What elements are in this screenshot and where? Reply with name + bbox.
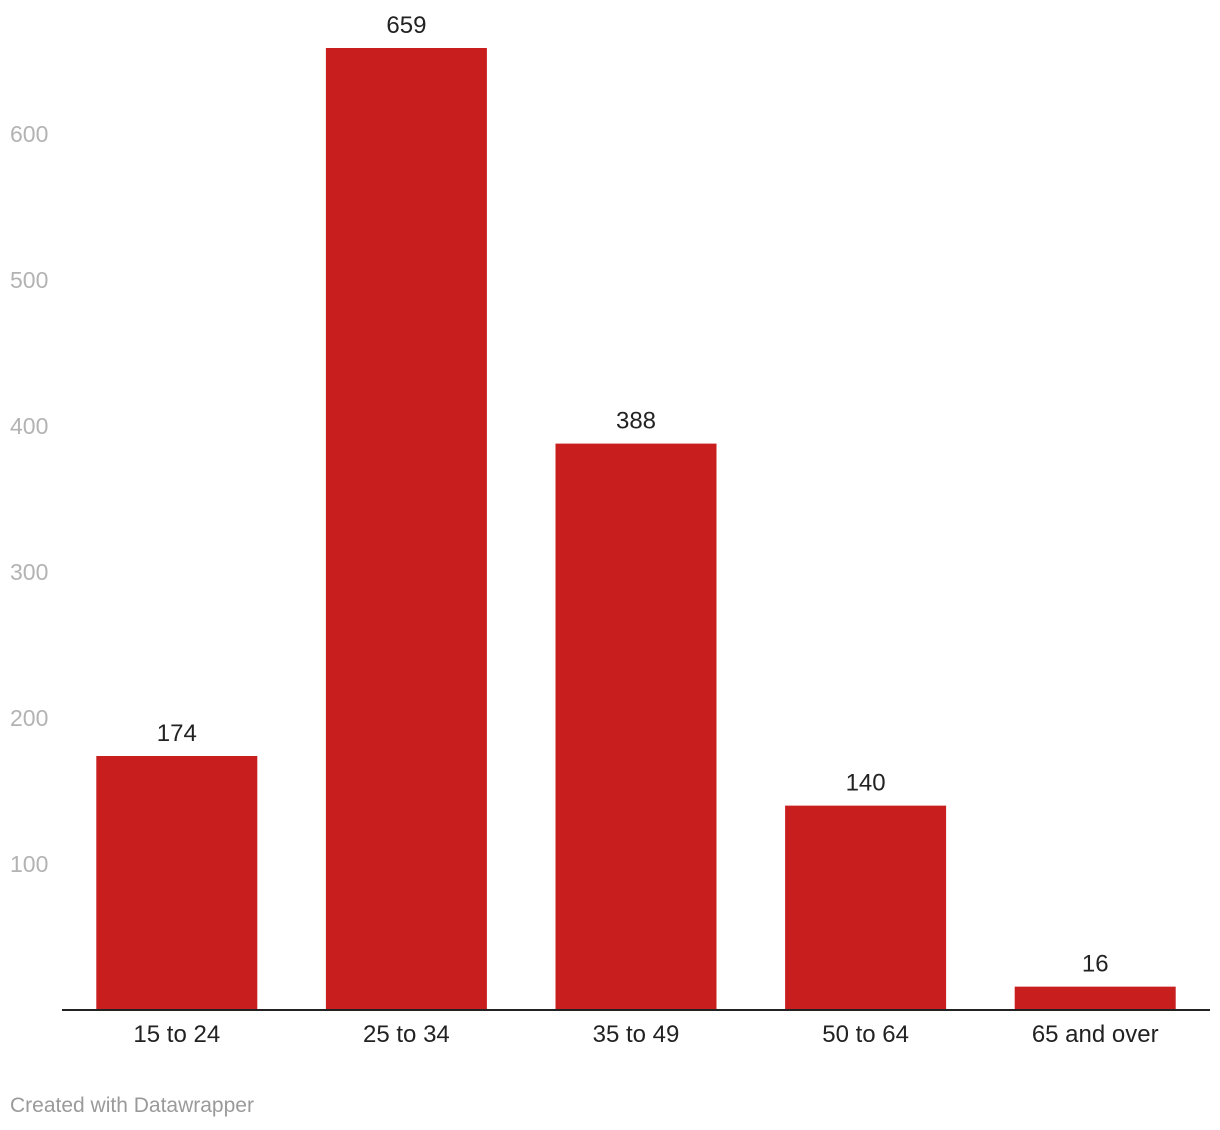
bar-value-label: 388 bbox=[616, 408, 656, 435]
x-tick-label: 15 to 24 bbox=[133, 1021, 220, 1048]
x-tick-label: 50 to 64 bbox=[822, 1021, 909, 1048]
x-tick-label: 65 and over bbox=[1032, 1021, 1159, 1048]
bar-value-label: 140 bbox=[846, 770, 886, 797]
bar[interactable] bbox=[1014, 986, 1176, 1010]
datawrapper-credit[interactable]: Created with Datawrapper bbox=[10, 1094, 254, 1117]
y-tick-label: 600 bbox=[10, 121, 48, 147]
bars bbox=[96, 48, 1176, 1010]
y-tick-label: 100 bbox=[10, 851, 48, 877]
y-tick-label: 300 bbox=[10, 559, 48, 585]
bar[interactable] bbox=[785, 805, 947, 1010]
x-tick-label: 35 to 49 bbox=[593, 1021, 680, 1048]
bar[interactable] bbox=[325, 48, 487, 1010]
y-tick-label: 400 bbox=[10, 413, 48, 439]
y-tick-label: 200 bbox=[10, 705, 48, 731]
bar[interactable] bbox=[555, 443, 717, 1010]
bar-value-label: 174 bbox=[157, 720, 197, 747]
y-axis-ticks: 100 200 300 400 500 600 bbox=[10, 121, 48, 877]
data-labels: 174 659 388 140 16 bbox=[157, 12, 1109, 978]
x-axis-ticks: 15 to 24 25 to 34 35 to 49 50 to 64 65 and o… bbox=[133, 1021, 1158, 1048]
bar-value-label: 16 bbox=[1082, 951, 1109, 978]
bar[interactable] bbox=[96, 755, 258, 1010]
bar-value-label: 659 bbox=[386, 12, 426, 39]
bar-chart: 100 200 300 400 500 600 174 659 388 140 16 15 to … bbox=[10, 12, 1210, 1048]
x-tick-label: 25 to 34 bbox=[363, 1021, 450, 1048]
y-tick-label: 500 bbox=[10, 267, 48, 293]
